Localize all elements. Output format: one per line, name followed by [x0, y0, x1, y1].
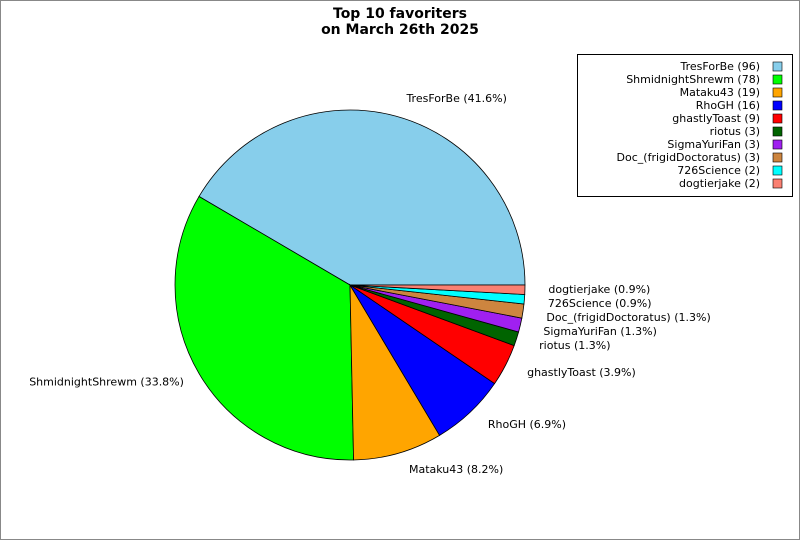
legend-swatch: [772, 74, 783, 85]
slice-label: ghastlyToast (3.9%): [527, 366, 636, 379]
slice-label: 726Science (0.9%): [548, 297, 652, 310]
legend-swatch: [772, 152, 783, 163]
legend-label: ShmidnightShrewm (78): [626, 73, 760, 86]
legend-swatch: [772, 61, 783, 72]
chart-title: on March 26th 2025: [321, 22, 479, 38]
legend-label: Mataku43 (19): [680, 86, 760, 99]
slice-label: Doc_(frigidDoctoratus) (1.3%): [546, 311, 710, 324]
legend-swatch: [772, 100, 783, 111]
legend-swatch: [772, 113, 783, 124]
legend-box: [577, 54, 793, 197]
legend-label: SigmaYuriFan (3): [667, 138, 760, 151]
pie-slice: [198, 109, 526, 286]
pie-slice: [349, 283, 441, 461]
slice-label: riotus (1.3%): [539, 339, 610, 352]
slice-label: dogtierjake (0.9%): [548, 283, 650, 296]
slice-label: TresForBe (41.6%): [405, 92, 506, 105]
legend-label: dogtierjake (2): [679, 177, 760, 190]
legend-label: ghastlyToast (9): [672, 112, 760, 125]
legend-label: riotus (3): [710, 125, 760, 138]
slice-label: ShmidnightShrewm (33.8%): [29, 375, 184, 388]
legend-label: Doc_(frigidDoctoratus) (3): [617, 151, 760, 164]
chart-title: Top 10 favoriters: [333, 6, 467, 22]
slice-label: Mataku43 (8.2%): [409, 463, 503, 476]
slice-label: RhoGH (6.9%): [488, 418, 566, 431]
legend-swatch: [772, 165, 783, 176]
legend-swatch: [772, 139, 783, 150]
legend-label: RhoGH (16): [696, 99, 760, 112]
legend-label: TresForBe (96): [680, 60, 760, 73]
legend-label: 726Science (2): [677, 164, 760, 177]
pie-slice: [349, 284, 526, 295]
legend-swatch: [772, 126, 783, 137]
legend-swatch: [772, 87, 783, 98]
pie-slice: [174, 195, 354, 461]
legend-swatch: [772, 178, 783, 189]
slice-label: SigmaYuriFan (1.3%): [543, 325, 657, 338]
